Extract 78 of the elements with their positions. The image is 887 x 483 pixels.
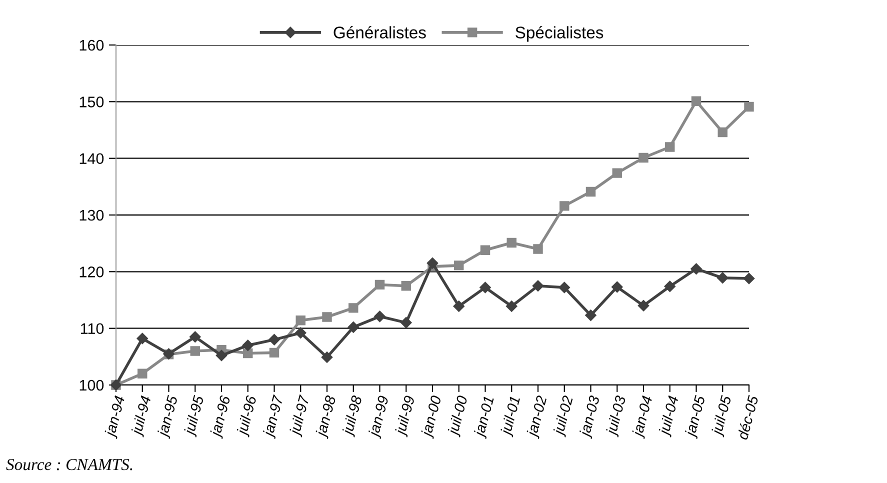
point [718, 127, 728, 138]
x-tick-label: jan-02 [526, 394, 550, 439]
point [665, 142, 675, 152]
point [348, 322, 359, 333]
point [664, 280, 676, 292]
point [268, 334, 280, 346]
x-tick-label: juil-04 [658, 395, 682, 438]
x-tick-label: jan-05 [684, 394, 708, 439]
point [295, 327, 306, 338]
point [558, 282, 570, 294]
point [560, 201, 570, 211]
point [322, 312, 332, 322]
point [400, 317, 412, 328]
x-tick-label: juil-05 [710, 394, 734, 438]
x-tick-label: jan-96 [209, 394, 234, 439]
x-tick-label: juil-00 [446, 394, 470, 438]
y-tick-label: 110 [81, 323, 104, 334]
point [136, 332, 148, 344]
x-tick-label: juil-99 [394, 395, 418, 438]
y-tick-label: 160 [80, 40, 104, 51]
point [743, 272, 755, 284]
x-tick-label: jan-97 [262, 394, 286, 439]
point [532, 280, 544, 292]
point [506, 238, 516, 248]
point [426, 258, 438, 269]
point [612, 168, 622, 178]
legend-label: Généralistes [334, 26, 426, 38]
point [269, 348, 280, 358]
point [321, 352, 333, 363]
legend-label: Spécialistes [516, 26, 604, 42]
y-tick-label: 130 [80, 210, 104, 221]
x-tick-label: jan-00 [420, 394, 444, 439]
x-tick-label: jan-03 [578, 394, 603, 439]
x-tick-label: déc-05 [736, 394, 759, 440]
x-tick-label: juil-95 [183, 394, 207, 438]
point [691, 96, 702, 106]
x-tick-label: juil-94 [130, 395, 154, 438]
point [374, 310, 386, 322]
y-tick-label: 120 [80, 266, 104, 278]
point [190, 331, 201, 342]
x-tick-label: juil-01 [500, 396, 523, 438]
point [216, 350, 228, 362]
point [744, 102, 754, 112]
point [348, 303, 358, 313]
source-note: Source : CNAMTS. [6, 458, 132, 470]
point [480, 245, 490, 255]
y-tick-label: 100 [80, 380, 104, 391]
point [453, 300, 464, 312]
x-tick-label: juil-96 [236, 394, 260, 438]
point [533, 244, 543, 254]
x-tick-label: jan-98 [314, 394, 339, 439]
point [638, 300, 650, 312]
x-tick-label: juil-97 [288, 394, 312, 438]
y-tick-label: 140 [80, 153, 104, 164]
point [374, 280, 385, 290]
y-tick-label: 150 [80, 96, 104, 108]
point [506, 300, 518, 312]
x-tick-label: jan-94 [104, 395, 128, 439]
point [480, 282, 491, 294]
point [296, 316, 306, 326]
point [138, 368, 148, 379]
x-tick-label: jan-99 [368, 395, 392, 439]
point [612, 281, 623, 293]
point [638, 152, 648, 163]
x-tick-label: jan-95 [156, 394, 181, 439]
x-tick-label: juil-03 [605, 394, 629, 438]
point [690, 263, 702, 274]
x-tick-label: jan-04 [631, 395, 656, 439]
point [401, 280, 411, 291]
point [717, 272, 728, 284]
point [454, 260, 464, 270]
point [586, 186, 596, 197]
x-tick-label: juil-02 [552, 394, 576, 438]
point [242, 340, 254, 351]
point [585, 310, 596, 321]
x-tick-label: juil-98 [341, 394, 365, 438]
x-tick-label: jan-01 [473, 396, 497, 439]
point [190, 346, 200, 356]
